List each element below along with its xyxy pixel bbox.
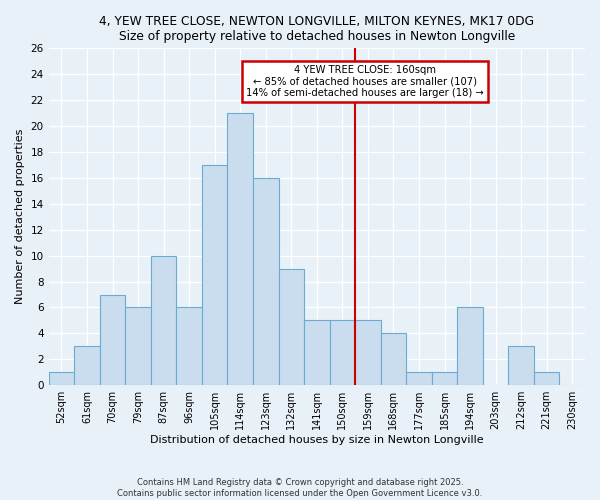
Bar (49, 372, 74, 385)
Bar (406, 372, 432, 385)
Bar (432, 372, 457, 385)
Bar (125, 308, 151, 385)
X-axis label: Distribution of detached houses by size in Newton Longville: Distribution of detached houses by size … (150, 435, 484, 445)
Bar (176, 308, 202, 385)
Bar (278, 268, 304, 385)
Bar (380, 334, 406, 385)
Bar (151, 256, 176, 385)
Y-axis label: Number of detached properties: Number of detached properties (15, 129, 25, 304)
Bar (355, 320, 380, 385)
Bar (227, 113, 253, 385)
Bar (253, 178, 278, 385)
Bar (534, 372, 559, 385)
Bar (202, 165, 227, 385)
Bar (329, 320, 355, 385)
Bar (74, 346, 100, 385)
Bar (304, 320, 329, 385)
Title: 4, YEW TREE CLOSE, NEWTON LONGVILLE, MILTON KEYNES, MK17 0DG
Size of property re: 4, YEW TREE CLOSE, NEWTON LONGVILLE, MIL… (100, 15, 535, 43)
Text: 4 YEW TREE CLOSE: 160sqm
← 85% of detached houses are smaller (107)
14% of semi-: 4 YEW TREE CLOSE: 160sqm ← 85% of detach… (246, 65, 484, 98)
Text: Contains HM Land Registry data © Crown copyright and database right 2025.
Contai: Contains HM Land Registry data © Crown c… (118, 478, 482, 498)
Bar (508, 346, 534, 385)
Bar (457, 308, 483, 385)
Bar (100, 294, 125, 385)
